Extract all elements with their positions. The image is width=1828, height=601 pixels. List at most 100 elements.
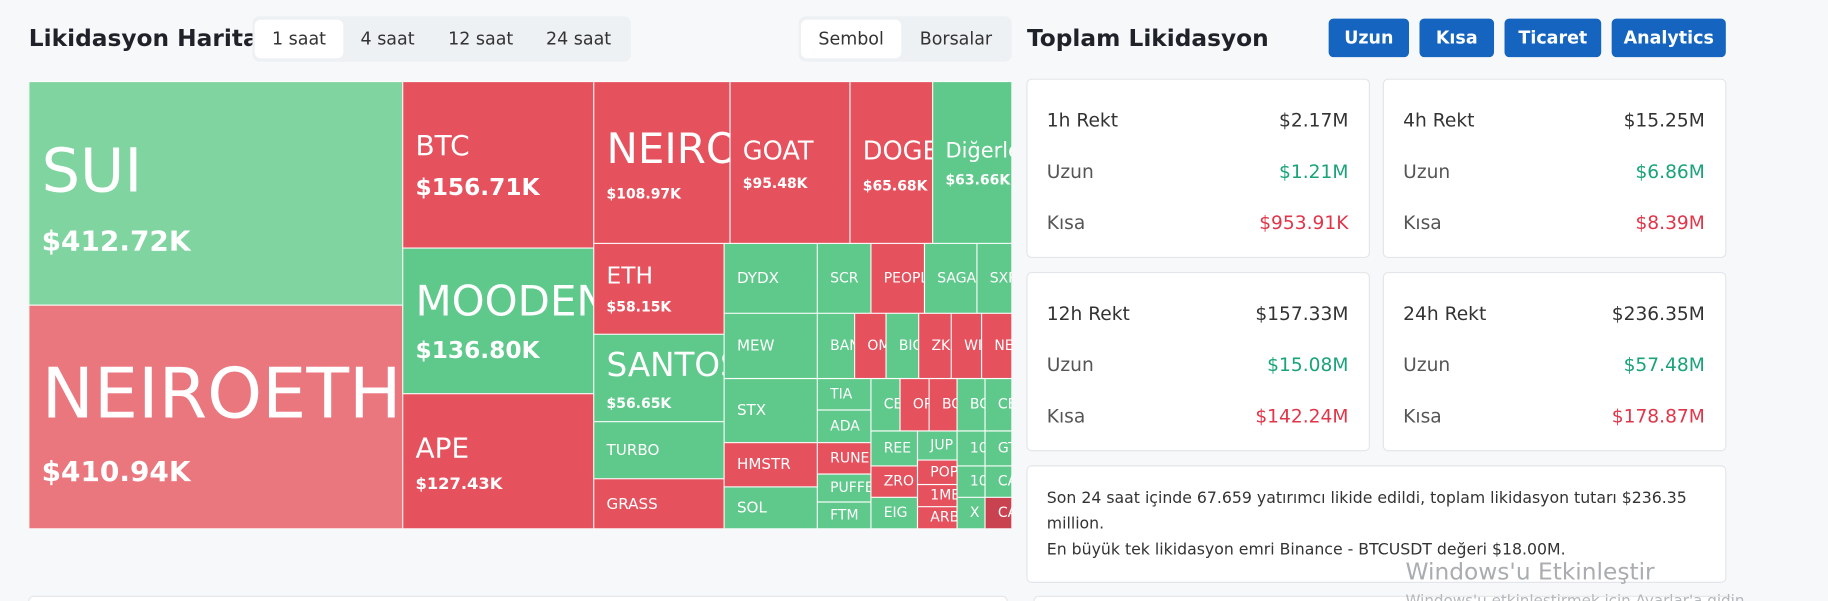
tile-rect — [849, 81, 933, 244]
tile-rect — [817, 442, 871, 475]
time-tab[interactable]: 1 saat — [272, 30, 326, 50]
tile-rect — [985, 465, 1012, 498]
tile-rect — [924, 243, 977, 314]
tile-label: HMSTR — [737, 455, 791, 473]
tile[interactable]: 1MB — [917, 484, 960, 507]
tile[interactable]: SAGA — [924, 243, 977, 314]
tile[interactable]: X — [957, 497, 986, 529]
time-tab[interactable]: 12 saat — [448, 30, 513, 50]
tile-value: $108.97K — [607, 187, 683, 203]
tile[interactable]: CE — [870, 378, 902, 431]
tile-rect — [724, 486, 818, 529]
tile-value: $65.68K — [863, 178, 929, 194]
tile-rect — [976, 243, 1012, 314]
tile[interactable]: STX — [724, 378, 818, 443]
tile-rect — [402, 248, 594, 394]
time-tab[interactable]: 24 saat — [546, 30, 611, 50]
tile-label: X — [970, 505, 980, 521]
button-label[interactable]: Kısa — [1436, 28, 1478, 48]
tile[interactable]: PUFFE — [817, 474, 873, 502]
tile[interactable]: HMSTR — [724, 442, 818, 487]
tile[interactable]: RUNE — [817, 442, 871, 475]
tile[interactable]: SOL — [724, 486, 818, 529]
button[interactable] — [1611, 18, 1726, 58]
tile-rect — [870, 430, 918, 466]
tile[interactable]: SCR — [817, 243, 871, 314]
tile[interactable]: Diğerle $63.66K — [932, 81, 1021, 244]
watermark: Windows'u Etkinleştir — [1406, 559, 1656, 586]
tile-label: GRASS — [607, 495, 658, 513]
tile[interactable]: ETH $58.15K — [593, 243, 725, 335]
tile[interactable]: TIA — [817, 378, 871, 410]
tile-label: SUI — [42, 136, 143, 206]
tile-label: Diğerle — [945, 138, 1020, 162]
time-tab[interactable]: 4 saat — [361, 30, 415, 50]
row-label: Uzun — [1047, 162, 1094, 183]
tile-label: PUFFE — [830, 480, 874, 496]
tile[interactable]: DOGE $65.68K — [849, 81, 939, 244]
tile[interactable]: ARB — [917, 506, 959, 529]
tile-rect — [981, 313, 1012, 379]
row-value: $1.21M — [1279, 162, 1348, 183]
tile-rect — [957, 497, 986, 529]
tile[interactable]: REE — [870, 430, 918, 466]
tile[interactable]: SANTOS $56.65K — [593, 334, 741, 422]
tile[interactable]: BO — [929, 378, 962, 431]
tile[interactable]: PEOPL — [870, 243, 928, 314]
view-tab[interactable]: Borsalar — [920, 30, 993, 50]
tile[interactable]: GOAT $95.48K — [729, 81, 850, 244]
tile[interactable]: WI — [951, 313, 982, 379]
tile[interactable]: APE $127.43K — [402, 393, 594, 529]
button-label[interactable]: Uzun — [1344, 28, 1393, 48]
tile[interactable]: ZK — [918, 313, 952, 379]
tile[interactable]: GT — [985, 430, 1017, 466]
view-tab[interactable]: Sembol — [818, 30, 883, 50]
tile[interactable]: CA — [985, 465, 1018, 498]
tile-rect — [817, 474, 871, 502]
tile-rect — [817, 501, 871, 529]
tile[interactable]: CE — [985, 378, 1016, 431]
tile[interactable]: 10 — [957, 430, 988, 466]
tile[interactable]: NE — [981, 313, 1014, 379]
tile[interactable]: GRASS — [593, 478, 725, 529]
tile[interactable]: POP — [917, 460, 958, 485]
button[interactable] — [1419, 18, 1495, 58]
tile[interactable]: ZRO — [870, 465, 918, 498]
tile[interactable]: OP — [900, 378, 932, 431]
tile[interactable]: SXP — [976, 243, 1017, 314]
tile[interactable]: NEIRO $108.97K — [593, 81, 739, 244]
tile[interactable]: MEW — [724, 313, 818, 379]
tile[interactable]: DYDX — [724, 243, 818, 314]
tile-rect — [900, 378, 930, 431]
tile-rect — [593, 243, 725, 335]
tile[interactable]: ADA — [817, 409, 871, 443]
tile[interactable]: 10 — [957, 465, 988, 498]
tile[interactable]: JUP — [917, 430, 958, 461]
tile[interactable]: OM — [854, 313, 891, 379]
tile[interactable]: NEIROETH $410.94K — [28, 305, 403, 529]
tile[interactable]: TURBO — [593, 421, 725, 479]
button-label[interactable]: Analytics — [1624, 28, 1714, 48]
tile[interactable]: MOODENG $136.80K — [402, 248, 641, 394]
button[interactable] — [1328, 18, 1410, 58]
tile-label: GT — [998, 440, 1017, 456]
tile[interactable]: BIO — [886, 313, 924, 379]
tile[interactable]: EIG — [870, 497, 918, 529]
button[interactable] — [1504, 18, 1602, 58]
tile[interactable]: FTM — [817, 501, 871, 529]
tile-rect — [985, 497, 1012, 529]
tile[interactable]: BAN — [817, 313, 859, 379]
button-label[interactable]: Ticaret — [1518, 28, 1587, 48]
tile[interactable]: BTC $156.71K — [402, 81, 594, 249]
tile[interactable]: CA — [985, 497, 1018, 529]
tile-rect — [932, 81, 1012, 244]
tile[interactable]: BO — [957, 378, 990, 431]
tile-rect — [886, 313, 919, 379]
tile-rect — [951, 313, 982, 379]
row-label: Kısa — [1047, 213, 1086, 234]
tile-rect — [729, 81, 850, 244]
tile-rect — [593, 478, 725, 529]
tile[interactable]: SUI $412.72K — [28, 81, 403, 306]
tile-label: DYDX — [737, 269, 779, 287]
row-value: $6.86M — [1635, 162, 1704, 183]
